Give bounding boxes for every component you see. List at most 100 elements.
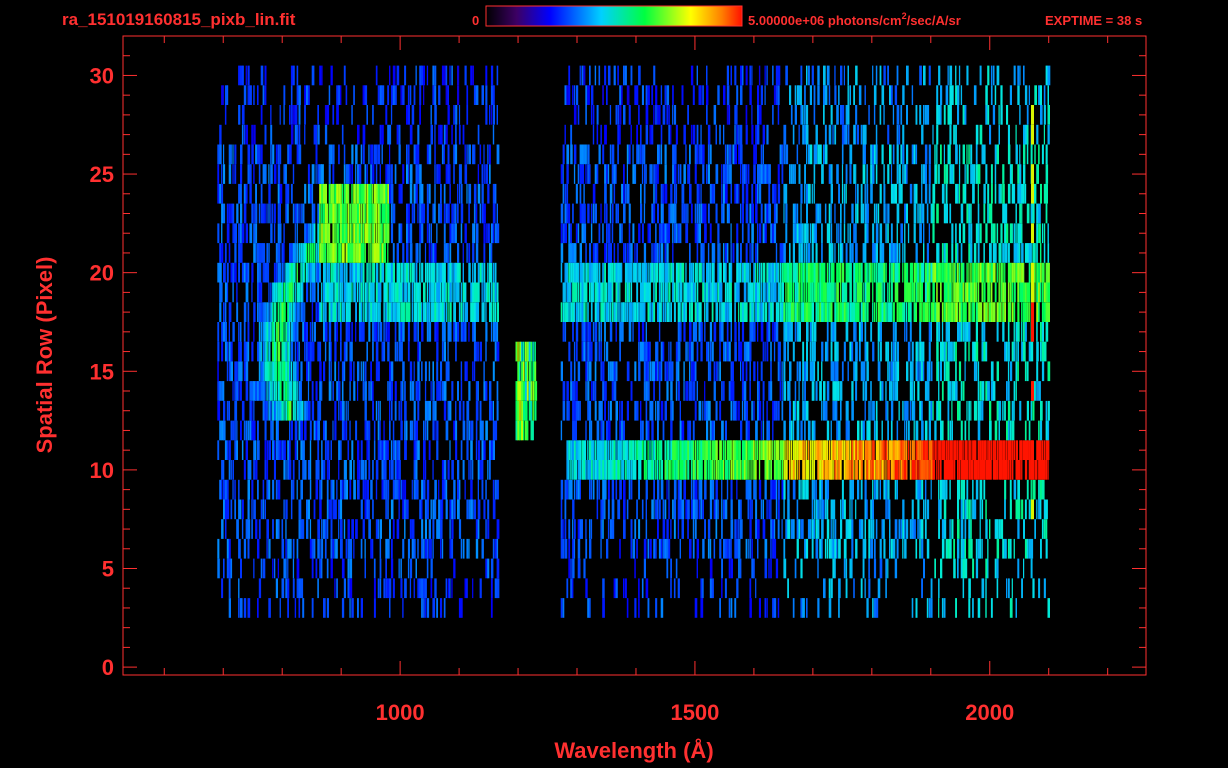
heatmap-pixel xyxy=(372,262,375,283)
heatmap-pixel xyxy=(1015,598,1017,618)
heatmap-pixel xyxy=(772,440,774,460)
heatmap-pixel xyxy=(619,400,621,421)
heatmap-pixel xyxy=(796,322,799,342)
heatmap-pixel xyxy=(913,519,916,539)
heatmap-pixel xyxy=(794,322,797,342)
heatmap-pixel xyxy=(621,322,624,342)
heatmap-pixel xyxy=(566,381,569,401)
heatmap-pixel xyxy=(1002,203,1005,224)
heatmap-pixel xyxy=(402,538,405,559)
heatmap-pixel xyxy=(360,223,363,244)
heatmap-pixel xyxy=(862,164,866,184)
heatmap-pixel xyxy=(864,479,867,500)
heatmap-pixel xyxy=(268,538,271,559)
heatmap-pixel xyxy=(800,519,803,539)
heatmap-pixel xyxy=(472,282,475,303)
heatmap-pixel xyxy=(300,262,302,283)
heatmap-pixel xyxy=(1026,440,1029,460)
heatmap-pixel xyxy=(570,262,572,283)
heatmap-pixel xyxy=(370,203,372,224)
heatmap-pixel xyxy=(992,440,995,460)
heatmap-pixel xyxy=(664,538,667,559)
heatmap-pixel xyxy=(811,538,814,559)
heatmap-pixel xyxy=(385,223,388,244)
heatmap-pixel xyxy=(560,538,564,559)
heatmap-pixel xyxy=(270,164,273,184)
heatmap-pixel xyxy=(562,183,565,204)
heatmap-pixel xyxy=(734,400,737,421)
heatmap-pixel xyxy=(609,519,613,539)
heatmap-pixel xyxy=(292,538,295,559)
heatmap-pixel xyxy=(779,361,781,382)
heatmap-pixel xyxy=(238,479,240,500)
heatmap-pixel xyxy=(628,302,632,322)
heatmap-pixel xyxy=(313,223,316,244)
heatmap-pixel xyxy=(349,302,351,322)
heatmap-pixel xyxy=(572,302,575,322)
heatmap-pixel xyxy=(989,262,991,283)
heatmap-pixel xyxy=(1034,183,1037,204)
heatmap-pixel xyxy=(349,341,352,362)
heatmap-pixel xyxy=(689,282,692,303)
heatmap-pixel xyxy=(743,282,747,303)
heatmap-pixels xyxy=(217,65,1051,618)
heatmap-pixel xyxy=(964,164,966,184)
heatmap-pixel xyxy=(898,243,901,263)
heatmap-pixel xyxy=(930,302,934,322)
heatmap-pixel xyxy=(583,440,587,460)
heatmap-pixel xyxy=(977,223,980,244)
heatmap-pixel xyxy=(615,420,618,441)
heatmap-pixel xyxy=(868,282,871,303)
heatmap-pixel xyxy=(245,361,249,382)
heatmap-pixel xyxy=(721,460,724,480)
heatmap-pixel xyxy=(309,420,312,441)
heatmap-pixel xyxy=(296,578,300,599)
heatmap-pixel xyxy=(955,262,957,283)
heatmap-pixel xyxy=(562,598,565,618)
heatmap-pixel xyxy=(773,538,777,559)
heatmap-pixel xyxy=(451,519,454,539)
heatmap-pixel xyxy=(458,183,461,204)
heatmap-pixel xyxy=(968,598,971,618)
heatmap-pixel xyxy=(419,183,422,204)
heatmap-pixel xyxy=(279,262,281,283)
heatmap-pixel xyxy=(534,400,537,421)
heatmap-pixel xyxy=(711,578,714,599)
heatmap-pixel xyxy=(566,282,569,303)
heatmap-pixel xyxy=(375,341,379,362)
heatmap-pixel xyxy=(757,538,759,559)
heatmap-pixel xyxy=(381,223,383,244)
heatmap-pixel xyxy=(966,460,968,480)
heatmap-pixel xyxy=(296,400,300,421)
heatmap-pixel xyxy=(319,361,322,382)
heatmap-pixel xyxy=(615,440,617,460)
heatmap-pixel xyxy=(996,558,999,579)
heatmap-pixel xyxy=(670,440,673,460)
heatmap-pixel xyxy=(296,381,298,401)
heatmap-pixel xyxy=(379,203,381,224)
heatmap-pixel xyxy=(917,203,919,224)
heatmap-pixel xyxy=(875,282,879,303)
heatmap-pixel xyxy=(947,341,950,362)
heatmap-pixel xyxy=(936,282,938,303)
heatmap-pixel xyxy=(1038,440,1041,460)
heatmap-pixel xyxy=(987,203,989,224)
heatmap-pixel xyxy=(985,598,987,618)
heatmap-pixel xyxy=(800,203,802,224)
heatmap-pixel xyxy=(692,420,695,441)
heatmap-pixel xyxy=(689,341,691,362)
heatmap-pixel xyxy=(447,322,450,342)
heatmap-pixel xyxy=(289,460,292,480)
heatmap-pixel xyxy=(930,578,933,599)
heatmap-pixel xyxy=(1045,164,1049,184)
heatmap-pixel xyxy=(385,164,388,184)
heatmap-pixel xyxy=(496,341,500,362)
heatmap-pixel xyxy=(755,578,757,599)
heatmap-pixel xyxy=(440,519,443,539)
heatmap-pixel xyxy=(381,440,384,460)
heatmap-pixel xyxy=(677,164,680,184)
heatmap-pixel xyxy=(240,499,242,520)
heatmap-pixel xyxy=(306,262,308,283)
heatmap-pixel xyxy=(345,243,348,263)
heatmap-pixel xyxy=(236,420,238,441)
